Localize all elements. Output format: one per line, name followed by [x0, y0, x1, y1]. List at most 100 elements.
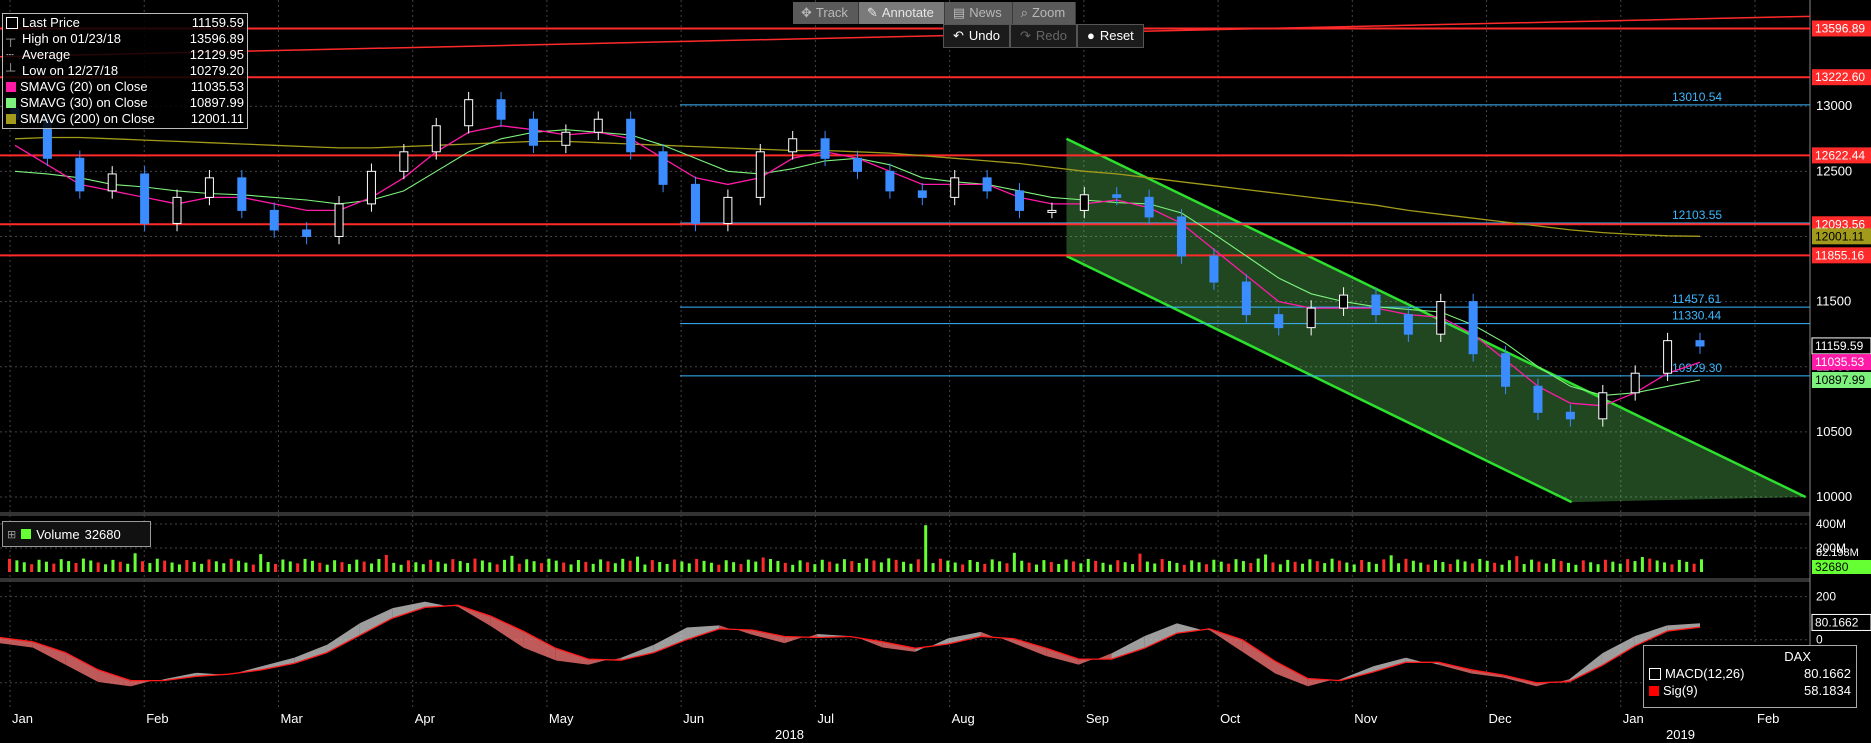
- candle-body: [1112, 194, 1122, 198]
- volume-bar: [1108, 564, 1112, 572]
- volume-bar: [1470, 563, 1474, 572]
- volume-legend[interactable]: ⊞ Volume 32680: [2, 521, 151, 547]
- candle-body: [172, 196, 182, 224]
- macd-fill: [1503, 675, 1537, 688]
- redo-button[interactable]: ↷ Redo: [1009, 24, 1077, 48]
- x-tick-label: May: [549, 711, 574, 726]
- reset-button[interactable]: ● Reset: [1076, 24, 1144, 48]
- level-label: 12103.55: [1672, 208, 1722, 222]
- track-button[interactable]: ✥ Track: [793, 2, 859, 24]
- value-marker: [1812, 228, 1871, 245]
- candle-body: [820, 138, 830, 159]
- volume-bar: [835, 563, 839, 572]
- x-tick-label: Dec: [1489, 711, 1513, 726]
- volume-bar: [924, 525, 928, 572]
- level-label: 12622.44: [1815, 148, 1865, 162]
- level-marker: [1812, 69, 1871, 86]
- volume-bar: [1138, 553, 1142, 572]
- macd-fill: [294, 644, 327, 664]
- swatch-icon: [6, 98, 16, 108]
- candle-body: [1468, 301, 1478, 355]
- candle-body: [755, 151, 765, 198]
- volume-bar: [1012, 552, 1016, 572]
- x-tick-label: Nov: [1354, 711, 1378, 726]
- volume-bar: [384, 554, 388, 572]
- expand-icon[interactable]: ⊞: [7, 528, 17, 541]
- price-legend[interactable]: Last Price 11159.59 ┬ High on 01/23/18 1359…: [2, 13, 248, 129]
- volume-bar: [1382, 559, 1386, 572]
- news-button[interactable]: ▤ News: [944, 2, 1013, 24]
- volume-bar: [1655, 560, 1659, 572]
- volume-bar: [695, 558, 699, 572]
- volume-bar: [909, 563, 913, 572]
- volume-bar: [1168, 560, 1172, 572]
- macd-fill: [98, 669, 131, 688]
- volume-bar: [1264, 554, 1268, 572]
- volume-bar: [1035, 564, 1039, 572]
- swatch-icon: [21, 529, 32, 539]
- volume-bar: [1094, 560, 1098, 572]
- volume-bar: [96, 562, 100, 572]
- volume-bar: [517, 563, 521, 572]
- swatch-icon: [1649, 685, 1659, 696]
- volume-bar: [1670, 564, 1674, 572]
- volume-bar: [1286, 559, 1290, 572]
- volume-bar: [998, 561, 1002, 572]
- x-tick-label: Feb: [146, 711, 168, 726]
- volume-bar: [1086, 558, 1090, 572]
- volume-bar: [650, 560, 654, 572]
- volume-bar: [1603, 559, 1607, 572]
- x-tick-label: Jan: [1623, 711, 1644, 726]
- macd-legend[interactable]: DAX MACD(12,26) 80.1662 Sig(9) 58.1834: [1643, 645, 1857, 708]
- volume-bar: [1374, 563, 1378, 572]
- volume-bar: [1123, 562, 1127, 572]
- macd-line: [0, 600, 1701, 688]
- x-tick-label: Mar: [280, 711, 303, 726]
- volume-bar: [340, 562, 344, 572]
- low-marker-icon: ┴: [6, 63, 16, 78]
- swatch-icon: [6, 82, 16, 92]
- volume-bar: [214, 561, 218, 572]
- volume-bar: [975, 561, 979, 572]
- volume-bar: [1493, 562, 1497, 572]
- candle-body: [1436, 301, 1446, 335]
- candle-body: [269, 209, 279, 231]
- volume-bar: [828, 561, 832, 572]
- volume-bar: [414, 562, 418, 572]
- volume-bar: [140, 561, 144, 572]
- volume-bar: [739, 564, 743, 572]
- volume-bar: [672, 559, 676, 572]
- volume-bar: [761, 557, 765, 572]
- zoom-button[interactable]: ⌕ Zoom: [1012, 2, 1077, 24]
- volume-bar: [44, 561, 48, 572]
- volume-bar: [1308, 559, 1312, 572]
- macd-legend-item: MACD(12,26) 80.1662: [1649, 665, 1851, 682]
- candle-body: [658, 151, 668, 185]
- volume-bar: [89, 560, 93, 572]
- volume-bar: [894, 559, 898, 572]
- volume-bar: [1537, 561, 1541, 572]
- volume-bar: [288, 561, 292, 572]
- volume-bar: [126, 563, 130, 572]
- pencil-icon: ✎: [866, 5, 878, 20]
- level-label: 11330.44: [1672, 309, 1721, 323]
- redo-icon: ↷: [1019, 28, 1031, 43]
- volume-bar: [547, 558, 551, 572]
- volume-bar: [1611, 561, 1615, 572]
- annotate-button[interactable]: ✎ Annotate: [858, 2, 945, 24]
- volume-bar: [1352, 564, 1356, 572]
- volume-bar: [1190, 560, 1194, 572]
- volume-bar: [1411, 560, 1415, 572]
- volume-bar: [746, 559, 750, 572]
- volume-bar: [111, 559, 115, 572]
- volume-bar: [1020, 560, 1024, 572]
- undo-button[interactable]: ↶ Undo: [943, 24, 1010, 48]
- volume-bar: [606, 561, 610, 572]
- candle-body: [1047, 209, 1057, 213]
- level-label: 11855.16: [1815, 248, 1864, 262]
- candle-body: [528, 118, 538, 146]
- volume-bar: [370, 563, 374, 572]
- volume-bar: [362, 561, 366, 572]
